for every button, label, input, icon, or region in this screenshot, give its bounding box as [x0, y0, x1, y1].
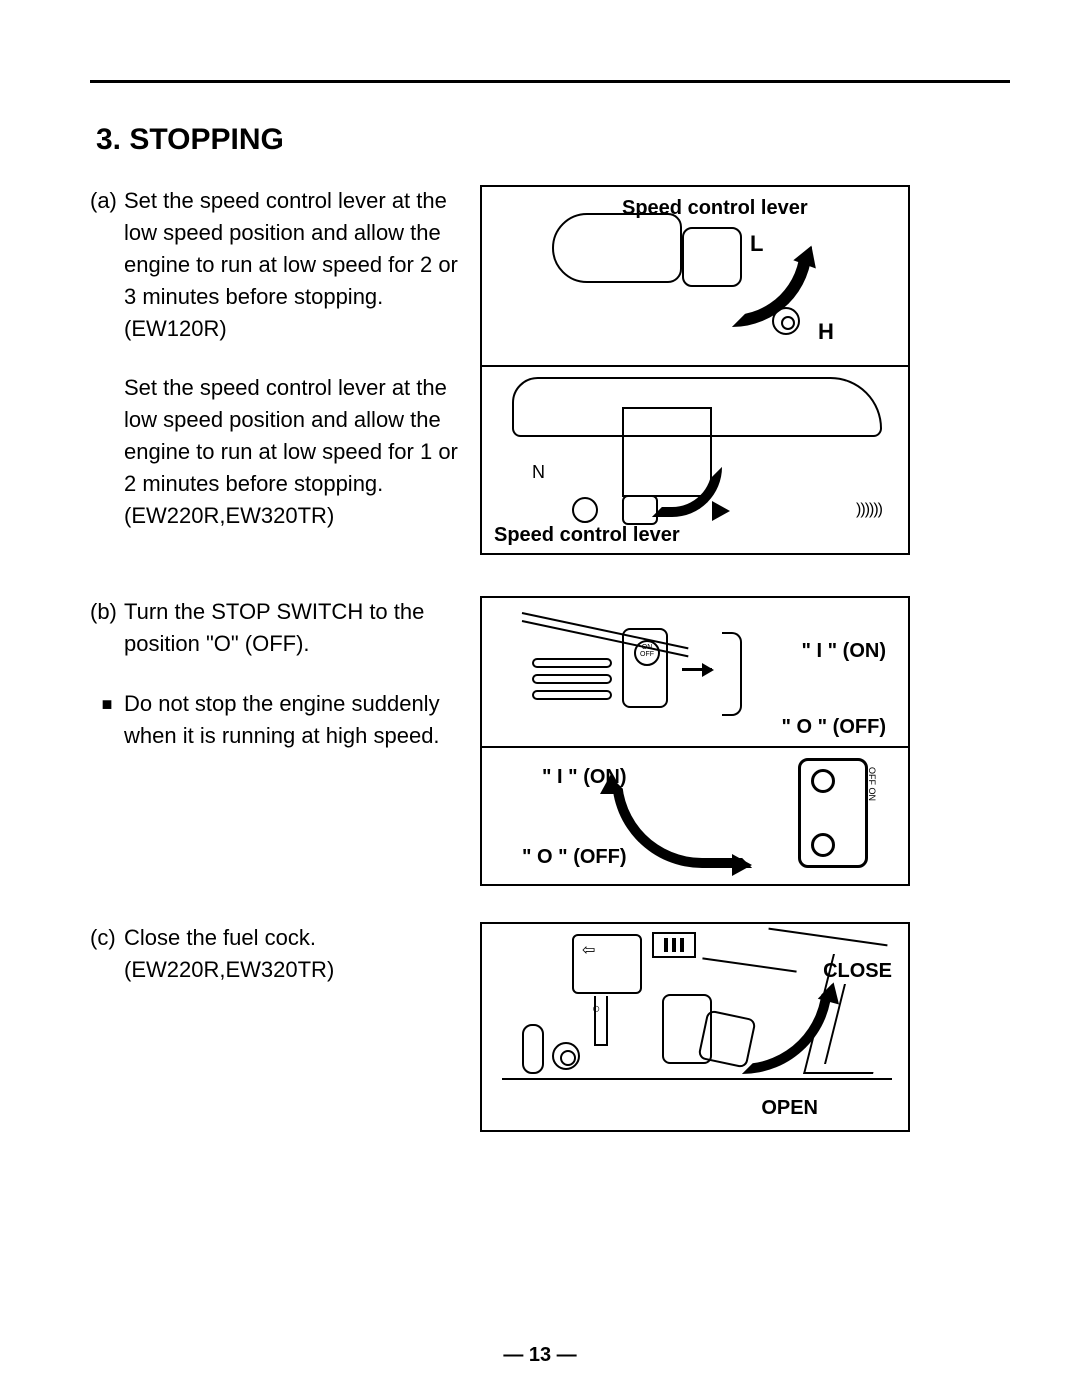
fig1-arrow2-icon: [652, 467, 722, 517]
fig1-label-bottom: Speed control lever: [494, 524, 680, 547]
fig2-bracket-icon: [722, 632, 742, 716]
bullet-square-icon: ■: [90, 688, 124, 752]
fig2-on-label-1: " I " (ON): [801, 640, 886, 663]
fig1-label-n: N: [532, 462, 545, 483]
row-step-a: (a) Set the speed control lever at the l…: [90, 185, 1010, 560]
step-b-body: Turn the STOP SWITCH to the position "O"…: [124, 596, 460, 660]
step-b-bullet: Do not stop the engine suddenly when it …: [124, 688, 460, 752]
fig1-label-h: H: [818, 319, 834, 345]
fig1-grip-icon: [552, 213, 682, 283]
fig3-tank-icon: [572, 934, 642, 994]
figure-1-col: Speed control lever L H )))))): [480, 185, 1010, 555]
step-b-marker: (b): [90, 596, 124, 660]
step-c-body: Close the fuel cock. (EW220R,EW320TR): [124, 922, 460, 986]
fig2-off-label-1: " O " (OFF): [781, 716, 886, 739]
step-a-body-1: Set the speed control lever at the low s…: [124, 185, 460, 344]
fig3-pipe-icon: [594, 996, 608, 1046]
fig3-nut-icon: [552, 1042, 580, 1070]
fig1-arrow-icon: [732, 247, 812, 327]
figure-3-col: CLOSE OPEN: [480, 922, 1010, 1132]
fig3-valve-icon: [662, 994, 752, 1074]
step-a-body-2: Set the speed control lever at the low s…: [124, 372, 460, 531]
fig2-curve-arrow-icon: [612, 778, 752, 868]
fig3-left-icon: [522, 1024, 544, 1074]
step-c-marker: (c): [90, 922, 124, 986]
page-number: — 13 —: [0, 1344, 1080, 1367]
fig2-arrow-right-icon: [682, 668, 712, 671]
fig2-switch2-icon: OFF ON: [798, 758, 868, 868]
fig2-off-label-2: " O " (OFF): [522, 846, 627, 869]
fig3-topline-icon: [768, 928, 887, 947]
top-rule: [90, 80, 1010, 83]
figure-speed-control-lever: Speed control lever L H )))))): [480, 185, 910, 555]
step-b-text: (b) Turn the STOP SWITCH to the position…: [90, 596, 480, 762]
manual-page: 3. STOPPING (a) Set the speed control le…: [0, 0, 1080, 1397]
figure-fuel-cock: CLOSE OPEN: [480, 922, 910, 1132]
fig2-switch-icon: [622, 628, 668, 708]
figure-2-col: " I " (ON) " O " (OFF) " I " (ON) " O " …: [480, 596, 1010, 886]
step-a-marker: (a): [90, 185, 124, 344]
row-step-b: (b) Turn the STOP SWITCH to the position…: [90, 596, 1010, 886]
step-c-text: (c) Close the fuel cock. (EW220R,EW320TR…: [90, 922, 480, 1014]
figure-stop-switch: " I " (ON) " O " (OFF) " I " (ON) " O " …: [480, 596, 910, 886]
fig2-panel-icon: [532, 658, 612, 718]
section-heading: 3. STOPPING: [96, 123, 1010, 157]
fig2-switch-side-label: OFF ON: [867, 767, 877, 801]
step-a-text: (a) Set the speed control lever at the l…: [90, 185, 480, 560]
fig3-cap-icon: [652, 932, 696, 958]
row-step-c: (c) Close the fuel cock. (EW220R,EW320TR…: [90, 922, 1010, 1132]
fig3-base-icon: [502, 1078, 892, 1118]
fig3-leader-icon: [702, 957, 796, 972]
